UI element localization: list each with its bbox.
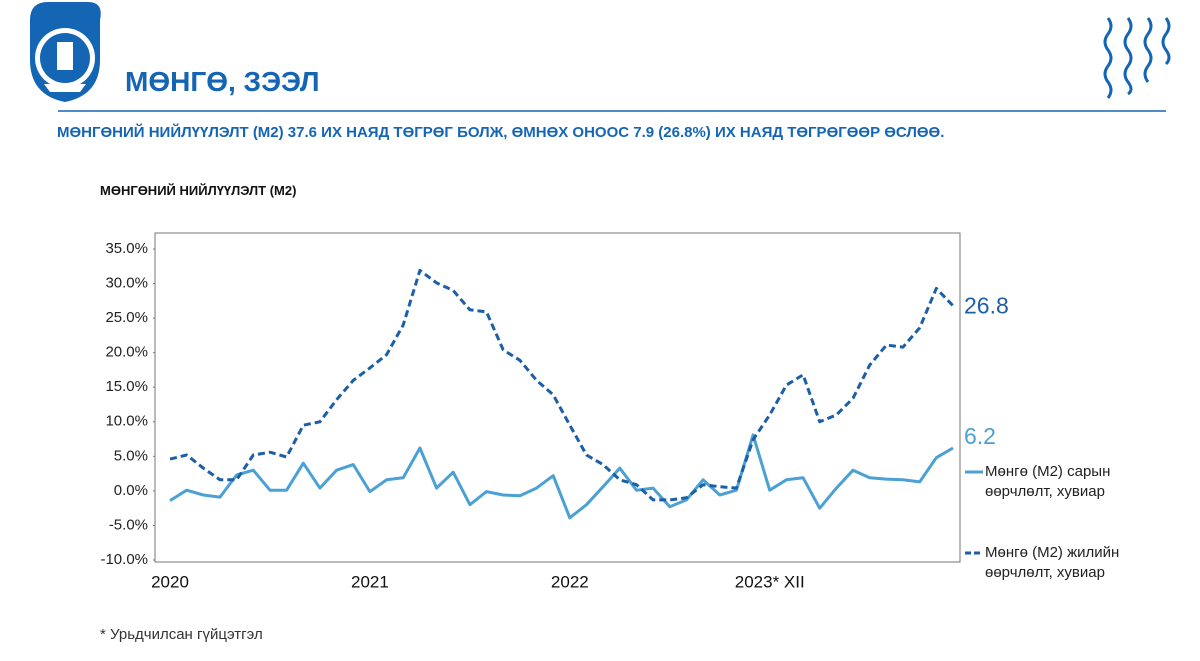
end-label: 6.2 [964,423,996,449]
x-tick-label: 2021 [351,572,389,591]
y-tick-label: -10.0% [100,551,148,568]
series-line [169,268,955,502]
x-tick-label: 2022 [551,572,589,591]
y-tick-label: 15.0% [105,378,148,395]
y-tick-label: 30.0% [105,275,148,292]
page-title: МӨНГӨ, ЗЭЭЛ [125,66,320,97]
legend-label: Мөнгө (M2) жилийн өөрчлөлт, хувиар [985,544,1120,581]
y-tick-label: 20.0% [105,344,148,361]
y-tick-label: -5.0% [109,516,148,533]
end-label: 26.8 [964,293,1009,319]
x-tick-label: 2020 [151,572,189,591]
y-tick-label: 25.0% [105,309,148,326]
y-tick-label: 10.0% [105,413,148,430]
y-tick-label: 35.0% [105,240,148,257]
page-subtitle: МӨНГӨНИЙ НИЙЛҮҮЛЭЛТ (M2) 37.6 ИХ НАЯД ТӨ… [57,124,945,141]
chart-title: МӨНГӨНИЙ НИЙЛҮҮЛЭЛТ (M2) [100,183,297,198]
plot-frame [154,232,961,563]
x-tick-label: 2023* XII [735,572,805,591]
script-decoration [1103,17,1171,99]
footnote: * Урьдчилсан гүйцэтгэл [100,626,263,643]
legend-label: Мөнгө (M2) сарын өөрчлөлт, хувиар [985,463,1111,500]
y-tick-label: 0.0% [114,482,148,499]
logo [30,2,101,102]
y-tick-label: 5.0% [114,447,148,464]
series-line [169,433,954,520]
